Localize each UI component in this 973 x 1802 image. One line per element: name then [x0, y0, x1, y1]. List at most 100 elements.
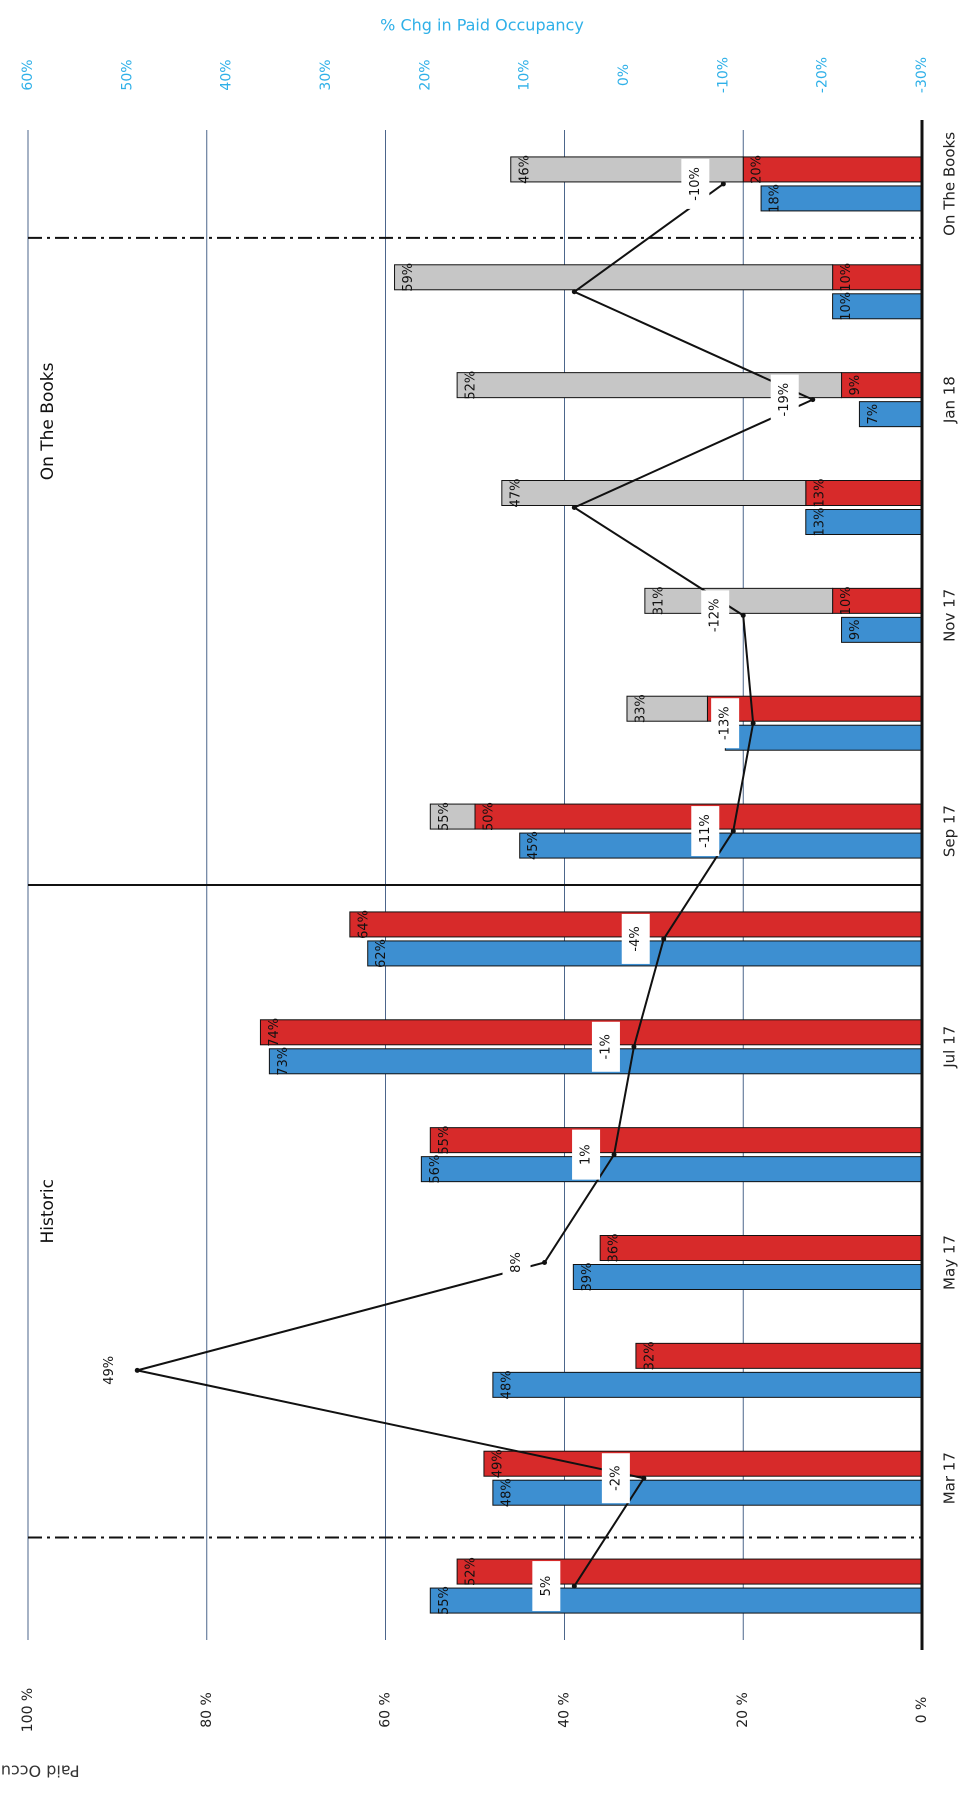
pct-change-point	[720, 181, 726, 187]
pct-change-point	[571, 1583, 577, 1589]
bar-label-last-year: 48%	[499, 1478, 514, 1507]
left-axis-tick: 80 %	[199, 1692, 215, 1728]
bar-label-on-books: 52%	[464, 371, 479, 400]
pct-change-point	[661, 936, 667, 942]
category-label: On The Books	[941, 132, 959, 236]
category-label: May 17	[941, 1235, 959, 1290]
bar-last-year	[492, 1371, 923, 1398]
bar-label-last-year: 7%	[866, 404, 881, 425]
category-label: Jul 17	[941, 1026, 959, 1069]
bar-last-year	[832, 293, 923, 320]
bar-last-year	[429, 1587, 923, 1614]
right-axis-tick: -30%	[914, 57, 930, 93]
bar-label-last-year: 9%	[848, 620, 863, 641]
pct-change-label-bg	[770, 374, 799, 425]
pct-change-label: -10%	[688, 167, 703, 201]
right-axis-tick: -20%	[815, 57, 831, 93]
bar-label-on-books: 59%	[401, 263, 416, 292]
bar-label-last-year: 39%	[580, 1263, 595, 1292]
pct-change-label: 1%	[579, 1144, 594, 1165]
pct-change-label: -4%	[628, 926, 643, 951]
bar-label-last-year: 18%	[768, 184, 783, 213]
bar-label-this-year: 74%	[267, 1018, 282, 1047]
pct-change-label: 5%	[539, 1576, 554, 1597]
category-label: Mar 17	[941, 1452, 959, 1504]
left-axis-tick: 100 %	[20, 1688, 36, 1732]
pct-change-label-bg	[601, 1453, 630, 1504]
bar-this-year	[706, 695, 923, 722]
bar-label-last-year: 56%	[428, 1155, 443, 1184]
pct-change-point	[740, 612, 746, 618]
bar-this-year	[832, 264, 923, 291]
right-axis-tick: -10%	[715, 57, 731, 93]
category-label: Jan 18	[941, 376, 959, 424]
pct-change-point	[571, 289, 577, 295]
bar-label-last-year: 13%	[812, 508, 827, 537]
bar-last-year	[724, 724, 923, 751]
bar-label-on-books: 47%	[508, 479, 523, 508]
right-axis-tick: 40%	[219, 59, 235, 90]
bar-label-this-year: 50%	[482, 802, 497, 831]
bar-label-this-year: 36%	[607, 1234, 622, 1263]
bar-this-year	[599, 1235, 923, 1261]
pct-change-label: -1%	[598, 1034, 613, 1059]
bar-label-on-books: 31%	[651, 586, 666, 615]
bar-on-books	[429, 803, 476, 830]
pct-change-label: -13%	[718, 706, 733, 740]
bar-last-year	[492, 1479, 923, 1506]
bar-on-books	[501, 480, 807, 506]
bar-this-year	[742, 156, 923, 183]
bar-last-year	[572, 1264, 923, 1290]
bar-label-on-books: 33%	[633, 694, 648, 723]
pct-change-point	[631, 1044, 637, 1050]
pct-change-label-bg	[532, 1561, 561, 1612]
bar-label-this-year: 49%	[490, 1449, 505, 1478]
bar-label-this-year: 52%	[464, 1557, 479, 1586]
pct-change-label-bg	[502, 1237, 531, 1288]
bar-on-books	[394, 264, 834, 291]
bar-label-this-year: 9%	[848, 375, 863, 396]
bar-label-last-year: 10%	[839, 292, 854, 321]
bar-last-year	[760, 185, 923, 212]
pct-change-label: -19%	[777, 383, 792, 417]
bar-last-year	[841, 616, 923, 643]
bar-this-year	[832, 587, 923, 614]
left-axis-tick: 20 %	[735, 1692, 751, 1728]
left-axis-tick: 40 %	[556, 1692, 572, 1728]
right-axis-tick: 30%	[318, 59, 334, 90]
category-label: Sep 17	[941, 805, 959, 857]
right-axis-tick: 10%	[517, 59, 533, 90]
pct-change-label-bg	[691, 806, 720, 857]
pct-change-label-bg	[701, 590, 730, 641]
pct-change-label: -11%	[698, 814, 713, 848]
bar-this-year	[805, 480, 923, 506]
bar-label-last-year: 45%	[526, 831, 541, 860]
pct-change-label-bg	[711, 698, 740, 749]
pct-change-label: 8%	[509, 1252, 524, 1273]
bar-label-last-year: 62%	[374, 939, 389, 968]
bar-label-this-year: 20%	[750, 155, 765, 184]
bar-label-this-year: 32%	[642, 1341, 657, 1370]
pct-change-point	[810, 397, 816, 403]
bar-label-this-year: 10%	[839, 263, 854, 292]
bar-label-this-year: 13%	[812, 479, 827, 508]
bar-label-this-year: 64%	[356, 910, 371, 939]
section-label-historic: Historic	[38, 1179, 58, 1244]
right-axis-tick: 0%	[616, 64, 632, 86]
pct-change-point	[611, 1152, 617, 1158]
left-axis-tick: 60 %	[378, 1692, 394, 1728]
bar-label-on-books: 46%	[517, 155, 532, 184]
right-axis-tick: 60%	[20, 59, 36, 90]
pct-change-label: 49%	[102, 1356, 117, 1385]
right-axis-tick: 50%	[119, 59, 135, 90]
bar-label-on-books: 55%	[437, 802, 452, 831]
pct-change-label-bg	[572, 1129, 601, 1180]
bar-last-year	[420, 1156, 923, 1183]
pct-change-point	[542, 1260, 548, 1265]
bar-label-last-year: 73%	[276, 1047, 291, 1076]
category-label: Nov 17	[941, 589, 959, 642]
bar-this-year	[429, 1127, 923, 1154]
left-axis-tick: 0 %	[914, 1697, 930, 1724]
pct-change-label-bg	[681, 158, 710, 209]
